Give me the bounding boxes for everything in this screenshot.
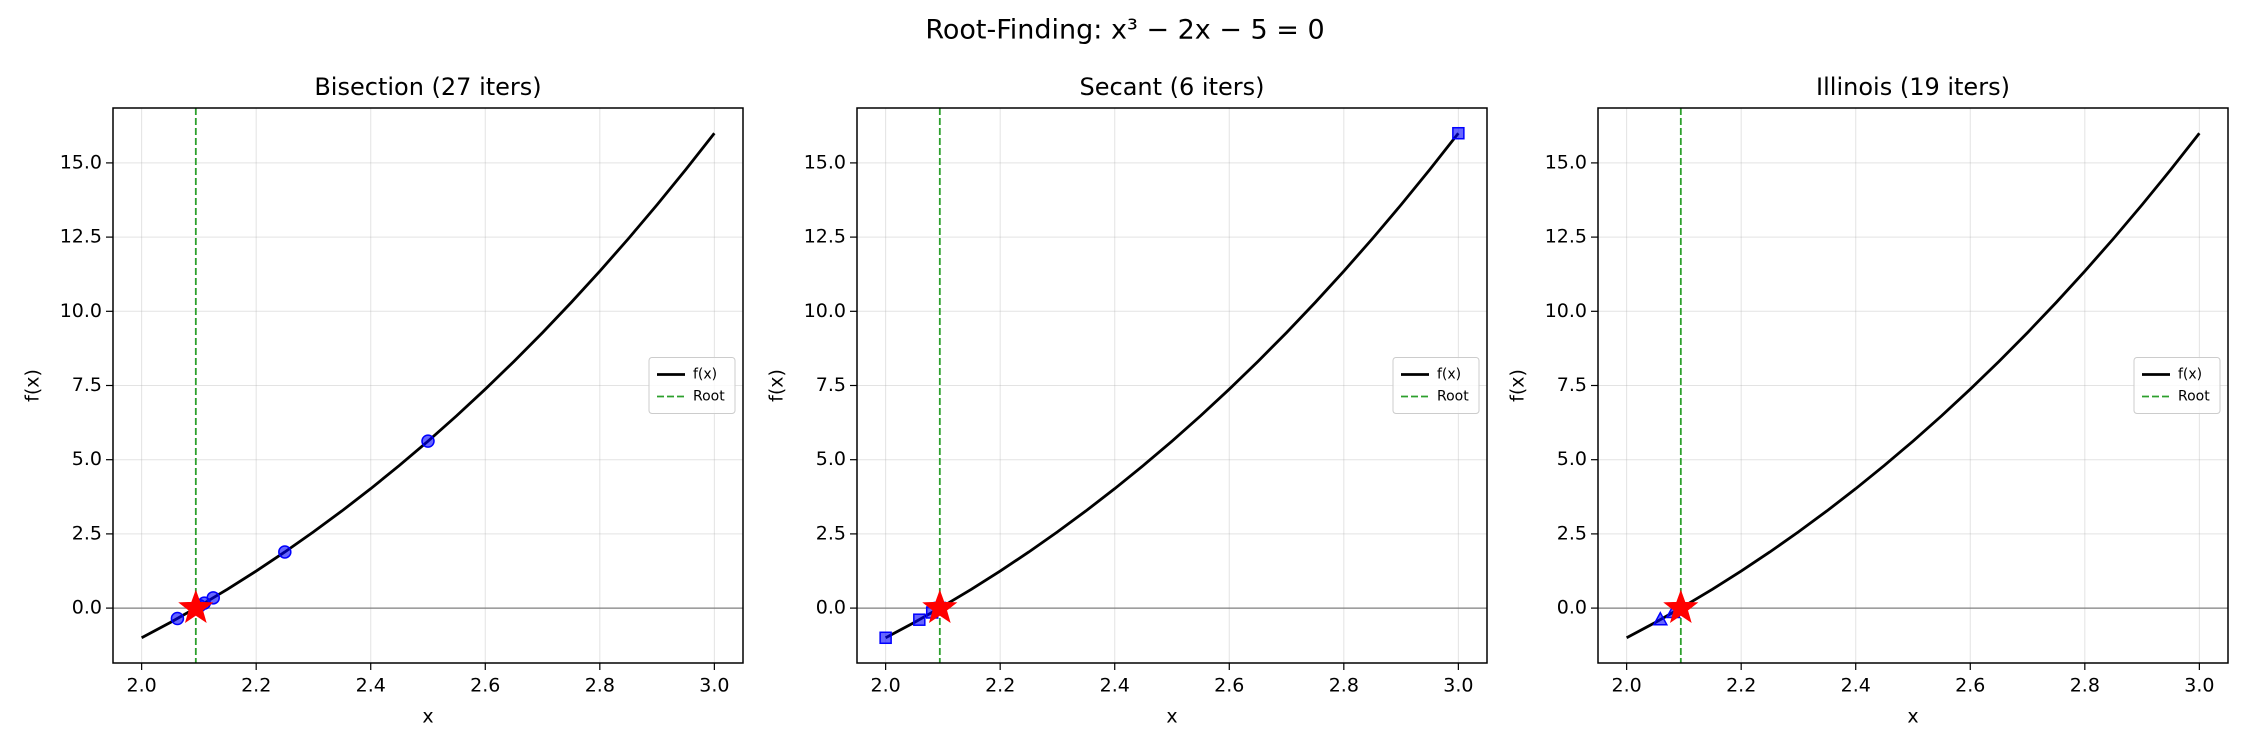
x-tick-label: 2.4	[1100, 675, 1130, 697]
legend-box	[648, 357, 736, 414]
iterate-point	[1452, 126, 1465, 140]
x-tick-label: 3.0	[2184, 675, 2214, 697]
iterate-point	[1652, 611, 1669, 626]
x-axis-label: x	[1907, 706, 1918, 728]
axes-frame	[856, 107, 1488, 664]
legend-box	[2133, 357, 2221, 414]
y-tick-label: 12.5	[60, 226, 102, 248]
y-axis-label: f(x)	[766, 369, 788, 402]
x-tick-label: 2.4	[1841, 675, 1871, 697]
y-tick-label: 0.0	[72, 597, 102, 619]
y-tick-label: 10.0	[804, 300, 846, 322]
iterate-point	[421, 434, 435, 448]
y-tick-label: 5.0	[1557, 448, 1587, 470]
iterate-point	[879, 631, 892, 645]
x-tick-label: 2.6	[1214, 675, 1244, 697]
legend-box	[1392, 357, 1480, 414]
function-curve	[1625, 132, 2201, 640]
subplot-title: Illinois (19 iters)	[1816, 73, 2010, 101]
root-star	[1663, 589, 1699, 624]
x-tick-label: 2.2	[241, 675, 271, 697]
subplot: Secant (6 iters) x f(x) 2.0 2.2 2.4 2.6 2.8 3.0 0…	[766, 73, 1488, 728]
y-tick-label: 7.5	[1557, 374, 1587, 396]
x-tick-label: 3.0	[1443, 675, 1473, 697]
legend-label: Root	[2178, 389, 2210, 405]
function-curve	[884, 132, 1460, 640]
y-tick-label: 15.0	[804, 151, 846, 173]
x-tick-label: 2.8	[2070, 675, 2100, 697]
y-tick-label: 7.5	[72, 374, 102, 396]
figure-title: Root-Finding: x³ − 2x − 5 = 0	[925, 15, 1324, 46]
legend-label: Root	[1437, 389, 1469, 405]
root-star	[922, 589, 958, 624]
iterate-point	[170, 611, 185, 626]
legend-label: f(x)	[2178, 367, 2202, 383]
y-axis-label: f(x)	[22, 369, 44, 402]
x-tick-label: 2.0	[1612, 675, 1642, 697]
subplot-title: Bisection (27 iters)	[314, 73, 541, 101]
y-axis-label: f(x)	[1507, 369, 1529, 402]
subplot: Illinois (19 iters) x f(x) 2.0 2.2 2.4 2.6 2.8 3…	[1507, 73, 2229, 728]
y-tick-label: 5.0	[816, 448, 846, 470]
x-tick-label: 2.8	[585, 675, 615, 697]
y-tick-label: 10.0	[60, 300, 102, 322]
root-star	[178, 589, 214, 624]
legend-label: Root	[693, 389, 725, 405]
y-tick-label: 15.0	[60, 151, 102, 173]
x-tick-label: 2.0	[127, 675, 157, 697]
x-tick-label: 2.4	[356, 675, 386, 697]
y-tick-label: 10.0	[1545, 300, 1587, 322]
y-tick-label: 0.0	[1557, 597, 1587, 619]
x-tick-label: 2.2	[1726, 675, 1756, 697]
y-tick-label: 7.5	[816, 374, 846, 396]
x-axis-label: x	[422, 706, 433, 728]
legend-label: f(x)	[1437, 367, 1461, 383]
y-tick-label: 12.5	[1545, 226, 1587, 248]
iterate-point	[913, 613, 926, 626]
x-tick-label: 2.6	[470, 675, 500, 697]
x-tick-label: 2.0	[871, 675, 901, 697]
axes-frame	[1597, 107, 2229, 664]
legend-label: f(x)	[693, 367, 717, 383]
y-tick-label: 12.5	[804, 226, 846, 248]
axes-frame	[112, 107, 744, 664]
y-tick-label: 5.0	[72, 448, 102, 470]
y-tick-label: 2.5	[1557, 522, 1587, 544]
y-tick-label: 2.5	[816, 522, 846, 544]
x-tick-label: 3.0	[699, 675, 729, 697]
y-tick-label: 2.5	[72, 522, 102, 544]
x-axis-label: x	[1166, 706, 1177, 728]
iterate-point	[278, 545, 292, 559]
x-tick-label: 2.2	[985, 675, 1015, 697]
subplot-title: Secant (6 iters)	[1080, 73, 1265, 101]
y-tick-label: 15.0	[1545, 151, 1587, 173]
y-tick-label: 0.0	[816, 597, 846, 619]
x-tick-label: 2.6	[1955, 675, 1985, 697]
x-tick-label: 2.8	[1329, 675, 1359, 697]
subplot: Bisection (27 iters) x f(x) 2.0 2.2 2.4 2.6 2.8…	[22, 73, 744, 728]
